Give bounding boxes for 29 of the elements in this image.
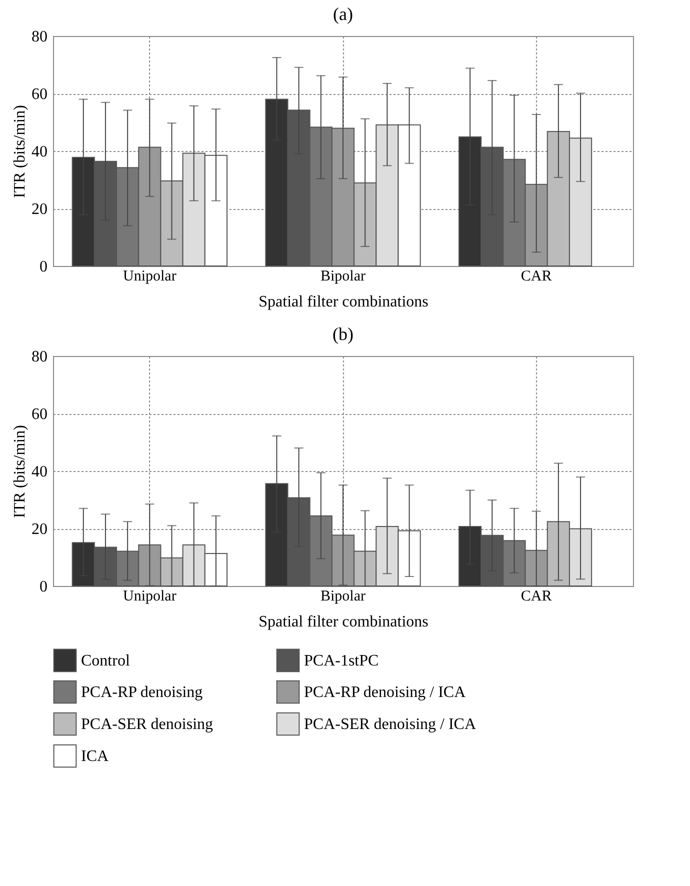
x-tick-label: Unipolar (123, 588, 176, 604)
x-tick-label: Unipolar (123, 268, 176, 284)
x-tick-label: CAR (520, 588, 552, 604)
y-tick-label: 40 (32, 144, 48, 160)
y-tick-label: 60 (32, 406, 48, 423)
x-tick-label: CAR (520, 268, 552, 284)
y-tick-label: 60 (32, 86, 48, 103)
chart-title: (a) (333, 4, 353, 24)
legend-label: PCA-1stPC (304, 652, 379, 670)
chart-title: (b) (332, 324, 354, 344)
x-tick-label: Bipolar (320, 268, 366, 284)
legend-label: PCA-SER denoising / ICA (304, 716, 476, 733)
legend-label: Control (81, 652, 130, 670)
y-tick-label: 80 (32, 348, 48, 366)
y-tick-label: 40 (32, 464, 48, 480)
y-tick-label: 0 (40, 578, 48, 596)
y-axis-title: ITR (bits/min) (12, 105, 28, 198)
x-axis-title: Spatial filter combinations (258, 294, 428, 310)
legend-label: PCA-RP denoising (81, 684, 203, 701)
x-tick-label: Bipolar (320, 588, 366, 604)
legend-label: PCA-RP denoising / ICA (304, 684, 466, 701)
legend-label: ICA (81, 748, 109, 765)
y-tick-label: 0 (40, 258, 48, 276)
legend-label: PCA-SER denoising (81, 716, 214, 733)
y-tick-label: 20 (32, 521, 48, 538)
y-axis-title: ITR (bits/min) (12, 425, 28, 518)
x-axis-title: Spatial filter combinations (258, 614, 428, 630)
y-tick-label: 20 (32, 201, 48, 218)
y-tick-label: 80 (32, 28, 48, 46)
